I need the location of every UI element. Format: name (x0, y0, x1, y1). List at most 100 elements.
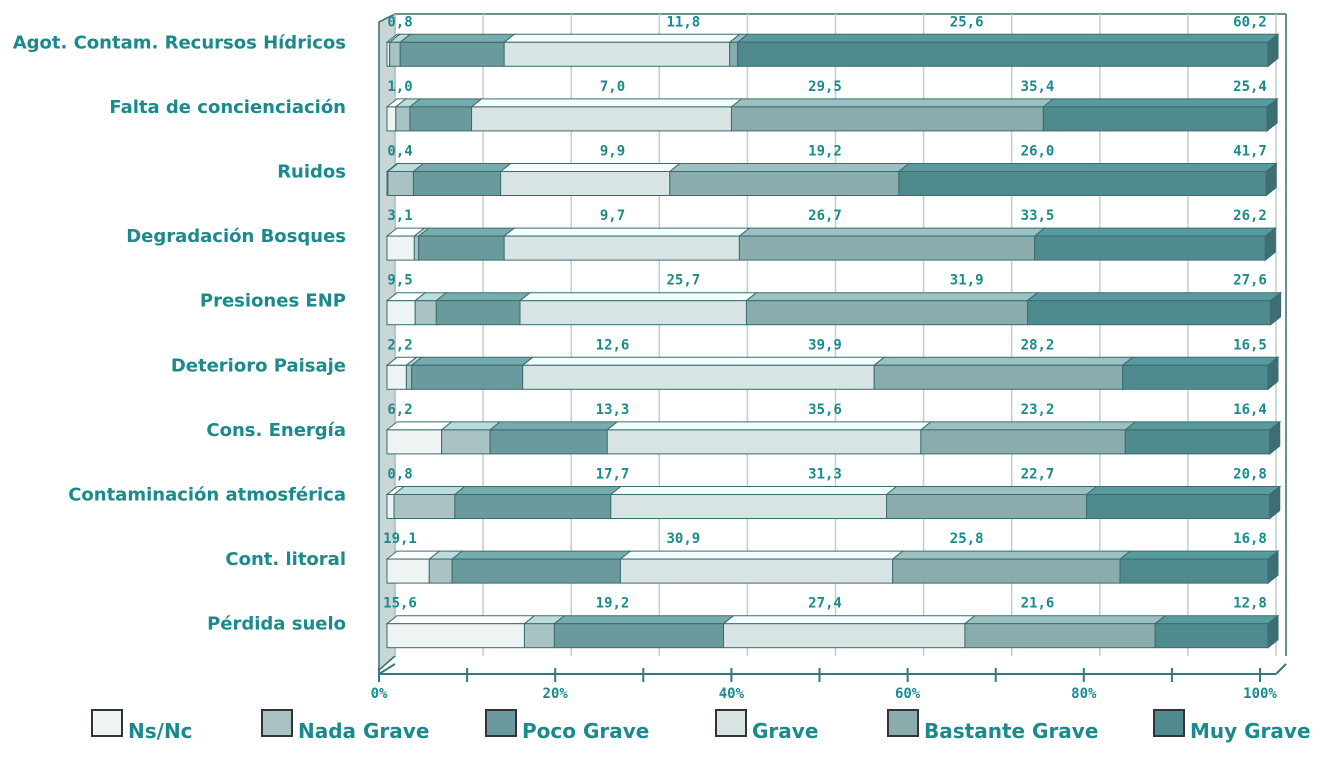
data-label: 31,3 (808, 467, 842, 483)
data-label: 0,8 (387, 467, 412, 483)
data-label: 19,1 (383, 531, 417, 547)
category-labels: Agot. Contam. Recursos Hídricos Falta de … (13, 32, 346, 634)
bar-segment (1122, 364, 1269, 390)
bar-top-face (891, 550, 1132, 560)
data-label: 26,7 (808, 208, 842, 224)
bar-segment (411, 364, 524, 390)
legend-label: Nada Grave (298, 719, 429, 743)
data-label: 12,8 (1233, 596, 1267, 612)
x-tick-label: 40% (719, 686, 745, 702)
data-label: 22,7 (1021, 467, 1055, 483)
bar-segment (737, 41, 1269, 67)
bar-top-face (736, 33, 1280, 43)
data-label: 25,6 (950, 14, 984, 30)
bars (385, 33, 1283, 649)
data-label: 16,4 (1233, 402, 1267, 418)
bar-end-cap (1267, 356, 1279, 391)
bar-top-face (502, 33, 742, 43)
data-labels: 0,8 11,8 25,6 60,2 1,0 7,0 29,5 35,4 25,4 0,4 9,9 1… (383, 14, 1267, 611)
bar-segment (451, 558, 621, 584)
bar-segment (413, 235, 420, 261)
bar-segment (393, 494, 456, 519)
bar-segment (610, 494, 888, 519)
bar-segment (386, 235, 415, 261)
bar-top-face (737, 227, 1046, 237)
x-tick-label: 60% (895, 686, 921, 702)
x-tick-label: 80% (1071, 686, 1097, 702)
bar-top-face (518, 292, 758, 302)
bar-segment (1086, 494, 1271, 519)
data-label: 0,8 (387, 14, 412, 30)
data-label: 35,4 (1021, 79, 1055, 95)
bar-end-cap (1265, 162, 1277, 197)
bar-segment (386, 623, 525, 649)
data-label: 29,5 (808, 79, 842, 95)
bar-top-face (745, 292, 1039, 302)
x-tick-label: 100% (1243, 686, 1277, 702)
bar-segment (1124, 429, 1271, 455)
bar-segment (1034, 235, 1266, 261)
bar-segment (454, 494, 612, 519)
bar-end-cap (1267, 33, 1279, 68)
data-label: 16,8 (1233, 531, 1267, 547)
bar-top-face (552, 615, 735, 625)
bar-segment (412, 171, 502, 196)
data-label: 13,3 (596, 402, 630, 418)
data-label: 0,4 (387, 144, 412, 160)
bar-segment (1026, 300, 1272, 326)
category-label: Presiones ENP (200, 291, 346, 312)
legend-swatch (1153, 709, 1185, 737)
bar-segment (387, 171, 414, 196)
data-label: 35,6 (808, 402, 842, 418)
data-label: 21,6 (1021, 596, 1055, 612)
bar-end-cap (1269, 420, 1281, 455)
bar-segment (1042, 106, 1268, 132)
x-axis-depth (1275, 663, 1287, 675)
bar-end-cap (1270, 291, 1282, 326)
bar-segment (386, 300, 416, 326)
data-label: 25,8 (950, 531, 984, 547)
bar-segment (519, 300, 747, 326)
bar-segment (389, 41, 401, 67)
legend-swatch (261, 709, 293, 737)
data-label: 7,0 (600, 79, 625, 95)
bar-end-cap (1267, 550, 1279, 585)
bar-top-face (417, 227, 516, 237)
bar-top-face (434, 292, 532, 302)
bar-segment (886, 494, 1088, 519)
data-label: 60,2 (1233, 14, 1267, 30)
category-label: Cons. Energía (206, 420, 346, 441)
bar-top-face (963, 615, 1167, 625)
bar-top-face (410, 356, 535, 366)
x-axis: 0% 20% 40% 60% 80% 100% (371, 663, 1287, 702)
bar-segment (409, 106, 473, 132)
data-label: 9,7 (600, 208, 625, 224)
data-label: 26,0 (1021, 144, 1055, 160)
legend-label: Bastante Grave (924, 719, 1098, 743)
bar-segment (522, 364, 875, 390)
data-label: 20,8 (1233, 467, 1267, 483)
bar-segment (920, 429, 1126, 455)
data-label: 16,5 (1233, 337, 1267, 353)
bar-segment (386, 494, 395, 519)
data-label: 9,5 (387, 273, 412, 289)
category-label: Falta de concienciación (109, 97, 346, 118)
bar-top-face (1121, 356, 1280, 366)
bar-top-face (1153, 615, 1280, 625)
data-label: 17,7 (596, 467, 630, 483)
data-label: 25,7 (666, 273, 700, 289)
data-label: 27,6 (1233, 273, 1267, 289)
legend-label: Poco Grave (522, 719, 649, 743)
bar-top-face (488, 421, 619, 431)
category-label: Ruidos (277, 162, 346, 183)
data-label: 12,6 (596, 337, 630, 353)
legend-swatch (91, 709, 123, 737)
category-label: Contaminación atmosférica (68, 485, 346, 506)
data-label: 28,2 (1021, 337, 1055, 353)
category-label: Degradación Bosques (126, 226, 346, 247)
bar-segment (418, 235, 505, 261)
bar-top-face (412, 163, 513, 172)
bar-end-cap (1264, 227, 1276, 262)
bar-top-face (385, 421, 454, 431)
